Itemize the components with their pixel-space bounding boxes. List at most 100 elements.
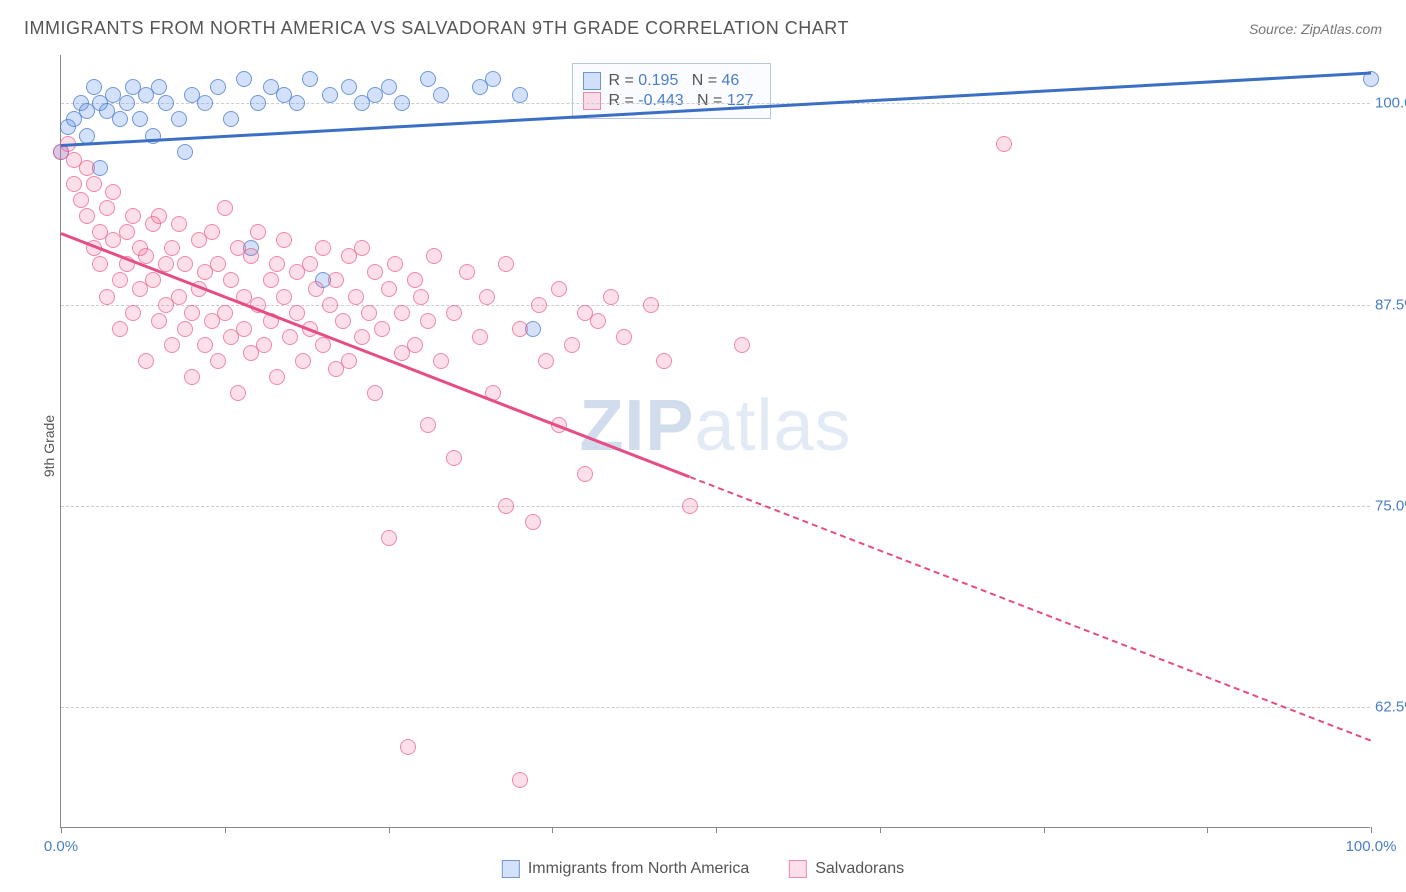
data-point	[413, 289, 429, 305]
data-point	[171, 111, 187, 127]
data-point	[171, 216, 187, 232]
source-label: Source: ZipAtlas.com	[1249, 21, 1382, 37]
data-point	[643, 297, 659, 313]
data-point	[138, 353, 154, 369]
data-point	[79, 128, 95, 144]
data-point	[603, 289, 619, 305]
data-point	[407, 272, 423, 288]
x-tick-mark	[552, 827, 553, 833]
data-point	[119, 224, 135, 240]
data-point	[230, 385, 246, 401]
data-point	[125, 305, 141, 321]
grid-line	[61, 506, 1370, 507]
x-tick-mark	[225, 827, 226, 833]
data-point	[289, 305, 305, 321]
data-point	[217, 200, 233, 216]
data-point	[302, 256, 318, 272]
data-point	[125, 208, 141, 224]
data-point	[86, 176, 102, 192]
data-point	[158, 95, 174, 111]
data-point	[210, 353, 226, 369]
data-point	[177, 144, 193, 160]
y-tick-label: 62.5%	[1375, 699, 1406, 716]
data-point	[446, 305, 462, 321]
data-point	[269, 369, 285, 385]
data-point	[328, 272, 344, 288]
data-point	[99, 289, 115, 305]
data-point	[282, 329, 298, 345]
data-point	[734, 337, 750, 353]
data-point	[210, 79, 226, 95]
grid-line	[61, 707, 1370, 708]
data-point	[400, 739, 416, 755]
data-point	[112, 111, 128, 127]
data-point	[177, 256, 193, 272]
data-point	[164, 240, 180, 256]
data-point	[682, 498, 698, 514]
data-point	[236, 71, 252, 87]
stats-swatch-icon	[583, 92, 601, 110]
data-point	[472, 329, 488, 345]
data-point	[361, 305, 377, 321]
data-point	[459, 264, 475, 280]
data-point	[348, 289, 364, 305]
data-point	[381, 281, 397, 297]
data-point	[145, 272, 161, 288]
legend-swatch-icon	[502, 860, 520, 878]
data-point	[335, 313, 351, 329]
data-point	[73, 192, 89, 208]
x-tick-mark	[1371, 827, 1372, 833]
data-point	[551, 281, 567, 297]
data-point	[308, 281, 324, 297]
stats-swatch-icon	[583, 72, 601, 90]
x-tick-mark	[880, 827, 881, 833]
data-point	[656, 353, 672, 369]
data-point	[381, 530, 397, 546]
data-point	[512, 772, 528, 788]
data-point	[341, 79, 357, 95]
data-point	[420, 313, 436, 329]
data-point	[151, 79, 167, 95]
data-point	[512, 321, 528, 337]
data-point	[256, 337, 272, 353]
data-point	[86, 79, 102, 95]
data-point	[381, 79, 397, 95]
data-point	[433, 87, 449, 103]
data-point	[184, 305, 200, 321]
data-point	[289, 95, 305, 111]
x-tick-label: 0.0%	[44, 838, 78, 855]
data-point	[420, 71, 436, 87]
data-point	[276, 232, 292, 248]
data-point	[387, 256, 403, 272]
data-point	[112, 321, 128, 337]
data-point	[99, 200, 115, 216]
data-point	[564, 337, 580, 353]
legend-item: Immigrants from North America	[502, 860, 749, 878]
watermark: ZIPatlas	[579, 385, 851, 467]
data-point	[66, 176, 82, 192]
y-tick-label: 87.5%	[1375, 296, 1406, 313]
data-point	[243, 248, 259, 264]
data-point	[92, 256, 108, 272]
data-point	[315, 240, 331, 256]
chart-plot-area: ZIPatlas R = 0.195 N = 46R = -0.443 N = …	[60, 55, 1370, 828]
data-point	[354, 329, 370, 345]
data-point	[577, 466, 593, 482]
legend-label: Salvadorans	[815, 860, 904, 878]
data-point	[531, 297, 547, 313]
y-tick-label: 100.0%	[1375, 95, 1406, 112]
data-point	[132, 111, 148, 127]
data-point	[322, 87, 338, 103]
stats-text: R = 0.195 N = 46	[609, 72, 740, 90]
data-point	[420, 417, 436, 433]
data-point	[105, 184, 121, 200]
y-tick-label: 75.0%	[1375, 497, 1406, 514]
data-point	[171, 289, 187, 305]
data-point	[407, 337, 423, 353]
data-point	[217, 305, 233, 321]
trend-line	[689, 476, 1371, 742]
data-point	[295, 353, 311, 369]
stats-row: R = 0.195 N = 46	[583, 72, 754, 90]
data-point	[223, 272, 239, 288]
data-point	[498, 498, 514, 514]
